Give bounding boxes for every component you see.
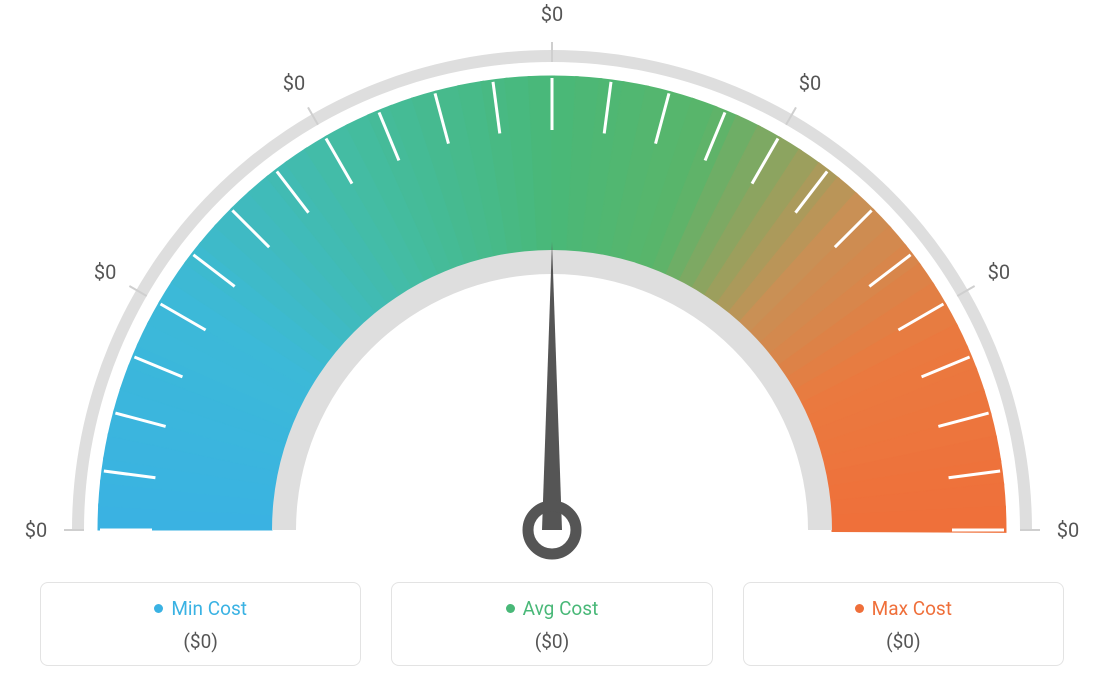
legend-dot-avg bbox=[506, 604, 515, 613]
legend-title-avg: Avg Cost bbox=[506, 597, 599, 620]
legend-title-min: Min Cost bbox=[154, 597, 247, 620]
legend-card-min: Min Cost ($0) bbox=[40, 582, 361, 666]
legend-value-avg: ($0) bbox=[402, 630, 701, 653]
legend-card-max: Max Cost ($0) bbox=[743, 582, 1064, 666]
legend-value-max: ($0) bbox=[754, 630, 1053, 653]
gauge-tick-label: $0 bbox=[541, 2, 563, 26]
cost-gauge-chart: $0 $0 $0 $0 $0 $0 $0 Min Cost ($0) Avg Cost ($… bbox=[0, 0, 1104, 690]
legend-row: Min Cost ($0) Avg Cost ($0) Max Cost ($0… bbox=[40, 582, 1064, 666]
gauge-tick-label: $0 bbox=[988, 260, 1010, 284]
gauge-tick-label: $0 bbox=[25, 518, 47, 542]
gauge-tick-label: $0 bbox=[94, 260, 116, 284]
gauge-area: $0 $0 $0 $0 $0 $0 $0 bbox=[0, 0, 1104, 560]
legend-label-max: Max Cost bbox=[872, 597, 952, 620]
legend-label-avg: Avg Cost bbox=[523, 597, 599, 620]
legend-card-avg: Avg Cost ($0) bbox=[391, 582, 712, 666]
gauge-tick-label: $0 bbox=[283, 71, 305, 95]
gauge-tick-label: $0 bbox=[799, 71, 821, 95]
legend-dot-max bbox=[855, 604, 864, 613]
gauge-tick-label: $0 bbox=[1057, 518, 1079, 542]
gauge-svg bbox=[42, 20, 1062, 560]
legend-label-min: Min Cost bbox=[171, 597, 247, 620]
legend-dot-min bbox=[154, 604, 163, 613]
legend-value-min: ($0) bbox=[51, 630, 350, 653]
legend-title-max: Max Cost bbox=[855, 597, 952, 620]
